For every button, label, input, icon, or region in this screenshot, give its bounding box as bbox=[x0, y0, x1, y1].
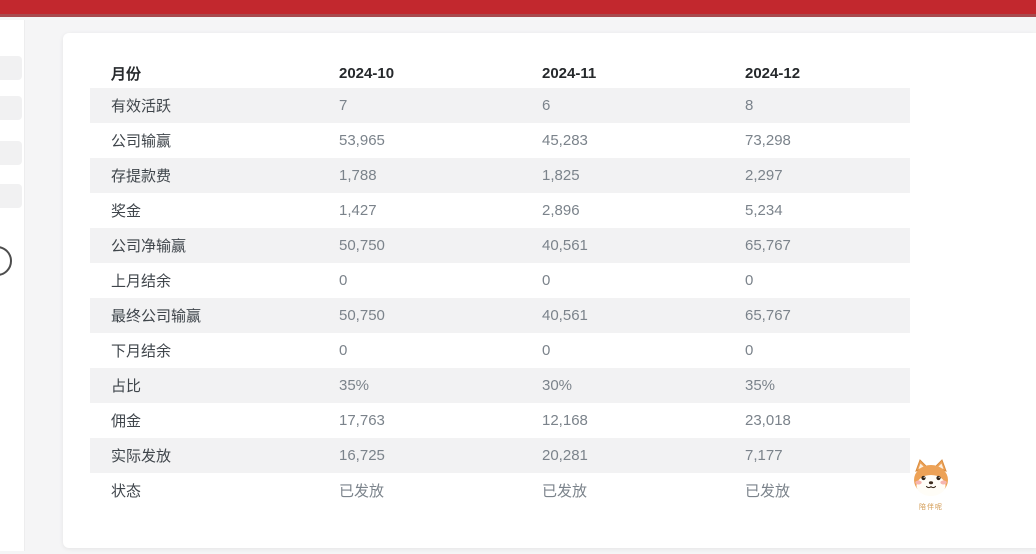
row-label: 公司输赢 bbox=[111, 133, 172, 150]
table-row: 公司输赢 53,965 45,283 73,298 bbox=[90, 123, 910, 158]
cell-value: 53,965 bbox=[339, 132, 385, 149]
row-label: 奖金 bbox=[111, 203, 142, 220]
row-label: 有效活跃 bbox=[111, 98, 172, 115]
table-header: 月份 2024-10 2024-11 2024-12 bbox=[90, 58, 910, 88]
cell-value: 2,297 bbox=[745, 167, 783, 184]
cell-value: 5,234 bbox=[745, 202, 783, 219]
table-row: 下月结余 0 0 0 bbox=[90, 333, 910, 368]
report-card: 月份 2024-10 2024-11 2024-12 有效活跃 7 6 8 公司… bbox=[63, 33, 1036, 548]
cell-value: 35% bbox=[745, 377, 776, 394]
cell-value: 0 bbox=[542, 342, 551, 359]
cell-value: 6 bbox=[542, 97, 551, 114]
cell-value: 已发放 bbox=[339, 483, 385, 500]
row-label: 上月结余 bbox=[111, 273, 172, 290]
cell-value: 0 bbox=[745, 342, 754, 359]
cell-value: 50,750 bbox=[339, 307, 385, 324]
cell-value: 1,427 bbox=[339, 202, 377, 219]
shiba-dog-icon bbox=[910, 459, 952, 502]
cell-value: 65,767 bbox=[745, 307, 791, 324]
cell-value: 7,177 bbox=[745, 447, 783, 464]
cell-value: 2,896 bbox=[542, 202, 580, 219]
cell-value: 40,561 bbox=[542, 237, 588, 254]
cell-value: 12,168 bbox=[542, 412, 588, 429]
table-row: 状态 已发放 已发放 已发放 bbox=[90, 473, 910, 508]
table-row: 有效活跃 7 6 8 bbox=[90, 88, 910, 123]
cell-value: 0 bbox=[339, 342, 348, 359]
cell-value: 1,825 bbox=[542, 167, 580, 184]
cell-value: 8 bbox=[745, 97, 754, 114]
table-row: 公司净输赢 50,750 40,561 65,767 bbox=[90, 228, 910, 263]
shiba-mascot[interactable]: 陪伴呢 bbox=[908, 458, 954, 513]
table-row: 佣金 17,763 12,168 23,018 bbox=[90, 403, 910, 438]
top-red-bar bbox=[0, 0, 1036, 17]
cell-value: 73,298 bbox=[745, 132, 791, 149]
collapse-handle-circle[interactable] bbox=[0, 246, 12, 276]
cell-value: 0 bbox=[339, 272, 348, 289]
row-label: 佣金 bbox=[111, 413, 142, 430]
header-2024-12: 2024-12 bbox=[745, 64, 801, 82]
table-row: 上月结余 0 0 0 bbox=[90, 263, 910, 298]
table-row: 占比 35% 30% 35% bbox=[90, 368, 910, 403]
table-row: 最终公司输赢 50,750 40,561 65,767 bbox=[90, 298, 910, 333]
cell-value: 0 bbox=[542, 272, 551, 289]
row-label: 占比 bbox=[111, 378, 142, 395]
sidebar-item-placeholder[interactable] bbox=[0, 96, 22, 120]
table-row: 奖金 1,427 2,896 5,234 bbox=[90, 193, 910, 228]
cell-value: 已发放 bbox=[542, 483, 588, 500]
table-body: 有效活跃 7 6 8 公司输赢 53,965 45,283 73,298 存提款… bbox=[90, 88, 910, 508]
cell-value: 7 bbox=[339, 97, 348, 114]
cell-value: 65,767 bbox=[745, 237, 791, 254]
header-month: 月份 bbox=[111, 65, 142, 83]
table-row: 存提款费 1,788 1,825 2,297 bbox=[90, 158, 910, 193]
cell-value: 17,763 bbox=[339, 412, 385, 429]
cell-value: 1,788 bbox=[339, 167, 377, 184]
cell-value: 0 bbox=[745, 272, 754, 289]
table-row: 实际发放 16,725 20,281 7,177 bbox=[90, 438, 910, 473]
left-sidebar-partial bbox=[0, 20, 25, 551]
cell-value: 40,561 bbox=[542, 307, 588, 324]
header-2024-10: 2024-10 bbox=[339, 64, 395, 82]
cell-value: 23,018 bbox=[745, 412, 791, 429]
row-label: 状态 bbox=[111, 483, 142, 500]
row-label: 实际发放 bbox=[111, 448, 172, 465]
sidebar-item-placeholder[interactable] bbox=[0, 56, 22, 80]
cell-value: 16,725 bbox=[339, 447, 385, 464]
row-label: 下月结余 bbox=[111, 343, 172, 360]
mascot-caption: 陪伴呢 bbox=[919, 504, 943, 511]
cell-value: 20,281 bbox=[542, 447, 588, 464]
cell-value: 已发放 bbox=[745, 483, 791, 500]
monthly-report-table: 月份 2024-10 2024-11 2024-12 有效活跃 7 6 8 公司… bbox=[90, 58, 910, 508]
row-label: 最终公司输赢 bbox=[111, 308, 202, 325]
sidebar-item-placeholder[interactable] bbox=[0, 141, 22, 165]
sidebar-item-placeholder[interactable] bbox=[0, 184, 22, 208]
cell-value: 35% bbox=[339, 377, 370, 394]
cell-value: 45,283 bbox=[542, 132, 588, 149]
row-label: 公司净输赢 bbox=[111, 238, 187, 255]
row-label: 存提款费 bbox=[111, 168, 172, 185]
cell-value: 30% bbox=[542, 377, 573, 394]
cell-value: 50,750 bbox=[339, 237, 385, 254]
header-2024-11: 2024-11 bbox=[542, 64, 597, 82]
